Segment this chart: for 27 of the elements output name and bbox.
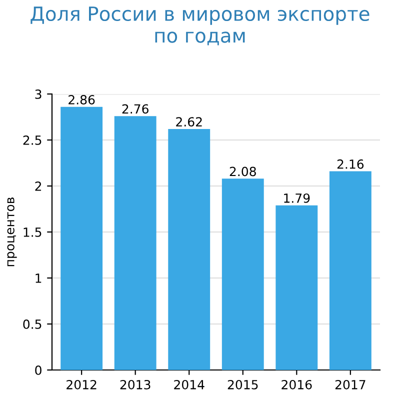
y-tick-label: 2 <box>35 181 42 191</box>
x-tick-label: 2016 <box>282 380 312 390</box>
x-tick-label: 2015 <box>228 380 258 390</box>
y-tick-label: 3 <box>35 89 42 99</box>
y-tick-label: 0.5 <box>23 319 42 329</box>
bar <box>168 128 210 370</box>
x-tick-label: 2017 <box>335 380 366 390</box>
data-label: 2.86 <box>68 95 95 104</box>
x-tick-label: 2012 <box>66 380 96 390</box>
data-label: 2.16 <box>337 159 364 169</box>
bar <box>114 116 156 370</box>
bar <box>60 106 103 370</box>
bar <box>222 178 264 370</box>
data-label: 2.08 <box>230 166 256 176</box>
y-tick-label: 1.5 <box>24 228 42 237</box>
bar <box>329 171 372 370</box>
data-label: 1.79 <box>284 193 310 203</box>
y-tick-label: 2.5 <box>23 135 42 145</box>
data-label: 2.76 <box>122 104 148 114</box>
data-label: 2.62 <box>176 117 202 127</box>
y-axis-title: процентов <box>7 198 17 266</box>
x-tick-label: 2013 <box>120 380 150 390</box>
x-tick-label: 2014 <box>174 380 204 390</box>
y-tick-label: 1 <box>36 274 42 283</box>
y-tick-label: 0 <box>35 365 42 375</box>
bar <box>276 205 318 370</box>
chart-title: Доля России в мировом экспорте по годам <box>30 6 370 46</box>
